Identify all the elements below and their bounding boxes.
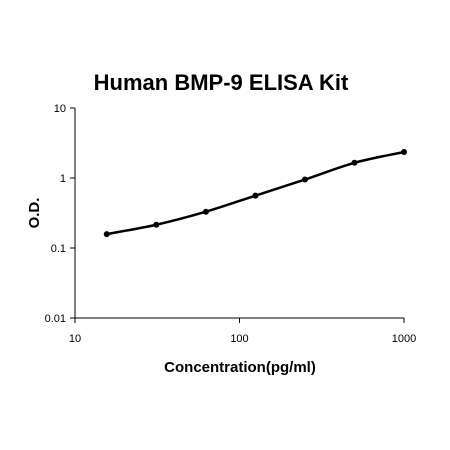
data-point [401,149,407,156]
data-point [252,192,259,199]
y-tick-label: 10 [54,103,66,115]
chart-title: Human BMP-9 ELISA Kit [94,70,349,95]
data-point [301,176,308,183]
y-tick-label: 1 [60,173,66,185]
x-tick-label: 1000 [392,333,416,345]
x-axis-label: Concentration(pg/ml) [164,359,316,376]
data-point [351,159,358,166]
y-tick-label: 0.1 [51,243,66,255]
x-ticks: 10 100 1000 [69,318,416,345]
y-ticks: 10 1 0.1 0.01 [45,103,75,325]
data-point [153,221,160,228]
y-axis-label: O.D. [26,198,43,229]
x-tick-label: 10 [69,333,81,345]
y-tick-label: 0.01 [45,313,66,325]
data-point [103,231,110,238]
data-point [202,208,209,215]
data-points [103,149,407,238]
x-tick-label: 100 [230,333,248,345]
